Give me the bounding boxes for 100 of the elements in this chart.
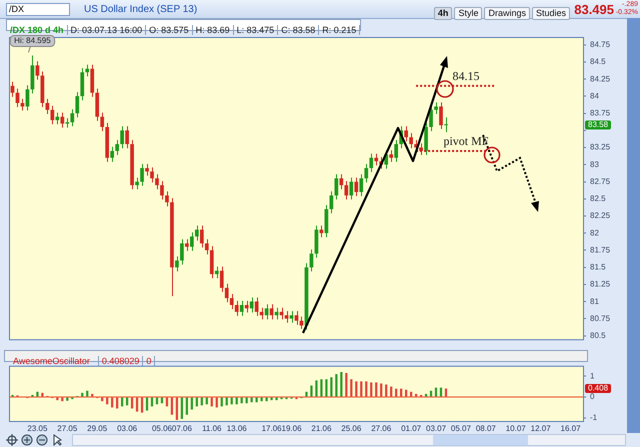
y-tick-label: 1: [590, 371, 595, 380]
x-tick-label: 01.07: [401, 424, 422, 434]
bar: [56, 398, 58, 400]
bar: [350, 379, 352, 397]
bar: [81, 392, 84, 397]
bar: [216, 398, 218, 408]
candlestick: [150, 166, 154, 183]
y-tick-label: 84.75: [590, 40, 611, 50]
candlestick: [220, 266, 224, 292]
candlestick: [210, 246, 214, 279]
bar: [116, 398, 118, 408]
text: D: 03.07.13 16:00: [68, 25, 146, 35]
candlestick: [264, 304, 268, 320]
candlestick: [185, 238, 189, 252]
candlestick: [349, 177, 354, 200]
y-tick-label: 83: [590, 160, 600, 169]
candlestick: [274, 307, 278, 320]
annotation: Hi: 84.595: [14, 36, 52, 46]
bar: [101, 398, 104, 402]
x-tick-label: 23.05: [27, 424, 48, 434]
x-tick-label: 03.06: [117, 424, 138, 434]
y-tick-label: 82.5: [590, 194, 606, 204]
candlestick: [26, 84, 30, 112]
bar: [176, 398, 178, 420]
candlestick: [389, 150, 394, 162]
candlestick: [165, 190, 169, 207]
bar: [345, 373, 348, 397]
candlestick: [10, 81, 14, 98]
x-tick-label: 03.07: [426, 424, 447, 434]
bar: [210, 398, 213, 406]
bar: [246, 398, 248, 404]
candlestick: [50, 105, 54, 125]
y-tick-label: 84.5: [590, 57, 606, 66]
text: /DX 180 d 4h: [7, 25, 68, 35]
candlestick: [125, 126, 129, 149]
text: L: 83.475: [234, 25, 278, 35]
ref-line-label: 84.15: [452, 69, 480, 84]
bar: [166, 398, 168, 406]
candlestick: [240, 300, 244, 316]
x-tick-label: 12.07: [530, 424, 552, 434]
candlestick: [60, 112, 64, 128]
bar: [375, 382, 378, 397]
candlestick: [359, 174, 364, 197]
candlestick: [16, 88, 20, 108]
bar: [156, 398, 158, 404]
bar: [230, 398, 233, 404]
x-tick-label: 27.05: [57, 424, 78, 434]
x-tick-label: 05.06: [152, 424, 173, 434]
bar: [236, 398, 238, 404]
bar: [335, 374, 338, 397]
annotation: 83.58: [588, 120, 609, 130]
candlestick: [334, 174, 338, 200]
x-tick-label: 27.06: [371, 424, 392, 434]
x-tick-label: 16.07: [560, 424, 582, 434]
candlestick: [254, 296, 259, 316]
bar: [196, 398, 198, 406]
candlestick: [200, 225, 204, 248]
candlestick: [230, 294, 234, 310]
candlestick: [190, 232, 194, 252]
y-tick-label: 82.25: [590, 211, 611, 220]
bar: [126, 398, 128, 406]
candlestick: [80, 68, 84, 101]
candlestick: [344, 180, 348, 200]
bar: [106, 398, 108, 404]
text: R: 0.215: [319, 25, 360, 35]
y-tick-label: 81.5: [590, 262, 606, 272]
text: Style: [454, 7, 482, 20]
annotation: 0.408: [588, 384, 609, 393]
bar: [240, 398, 243, 404]
candlestick: [330, 190, 334, 214]
candlestick: [135, 177, 139, 190]
candlestick: [439, 102, 443, 130]
y-tick-label: -1: [590, 413, 598, 422]
x-tick-label: 07.06: [172, 424, 192, 434]
bar: [86, 390, 88, 397]
bar: [150, 398, 154, 406]
candlestick: [314, 225, 318, 258]
bar: [130, 398, 134, 408]
chart-subtitle: /DX: [6, 3, 70, 16]
candlestick: [224, 283, 229, 303]
candlestick: [320, 225, 324, 238]
bar: [340, 372, 342, 397]
candlestick: [270, 304, 274, 320]
candlestick: [429, 105, 433, 132]
candlestick: [160, 180, 164, 200]
y-tick-label: 82: [590, 228, 600, 238]
candlestick: [65, 118, 70, 128]
candlestick: [95, 88, 100, 122]
candlestick: [194, 225, 199, 242]
chart-title: US Dollar Index (SEP 13): [84, 4, 198, 15]
chart-title: AwesomeOscillator: [5, 356, 99, 366]
y-tick-label: 80.75: [590, 314, 611, 323]
candlestick: [110, 146, 114, 162]
bar: [365, 381, 368, 397]
candlestick: [409, 132, 413, 149]
bar: [250, 398, 253, 402]
candlestick: [180, 238, 184, 266]
candlestick: [115, 140, 119, 156]
text: 0: [143, 356, 156, 366]
y-tick-label: 0: [590, 392, 595, 402]
